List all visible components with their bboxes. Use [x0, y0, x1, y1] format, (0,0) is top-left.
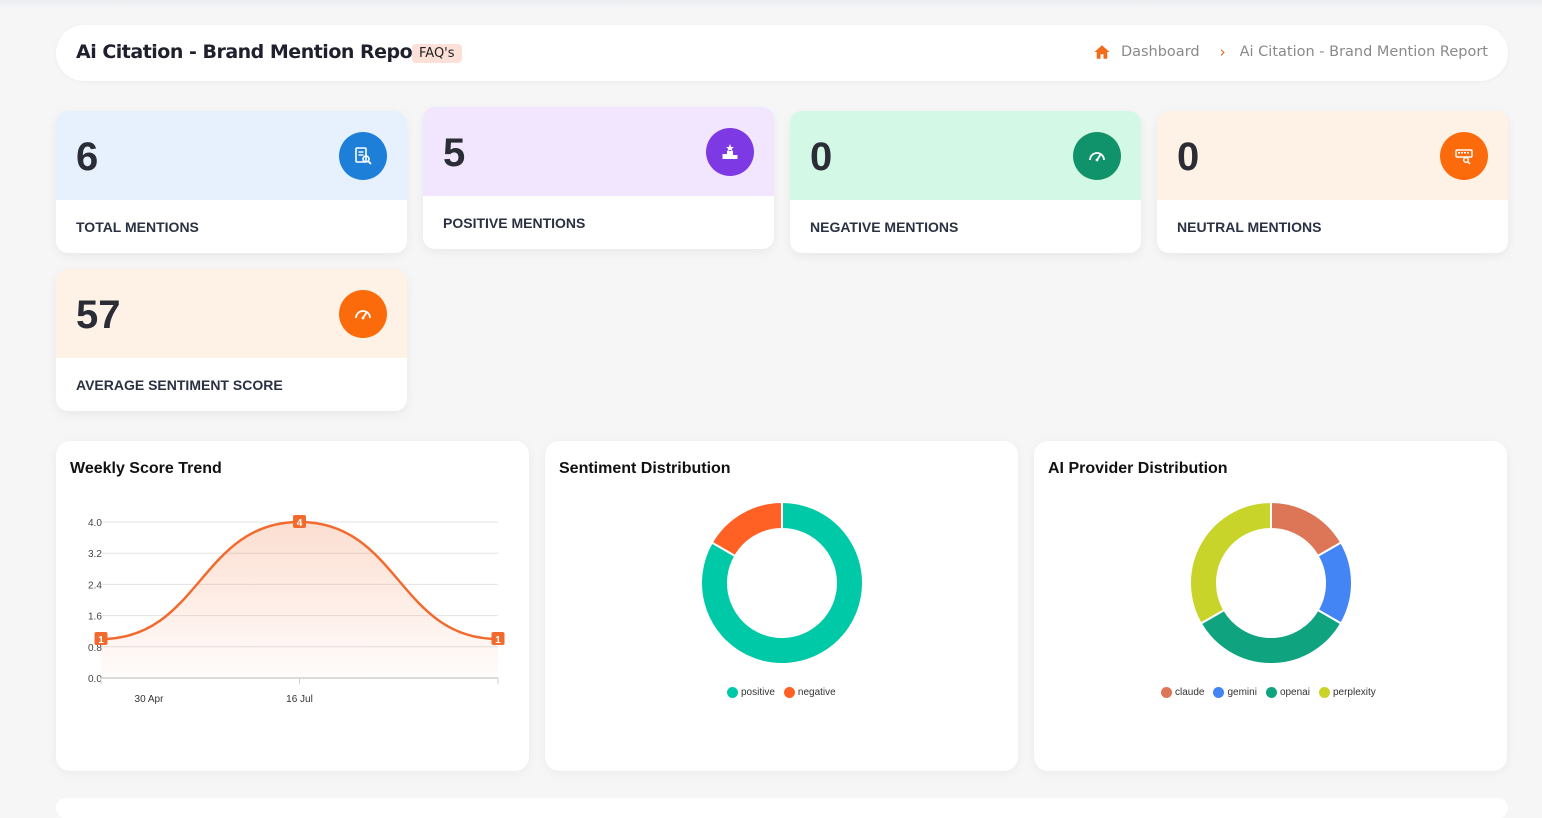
- legend-label: negative: [797, 687, 836, 698]
- data-label-box: [491, 632, 505, 645]
- data-label: 4: [297, 518, 303, 529]
- trend-area: [101, 522, 498, 678]
- weekly-score-trend-panel: Weekly Score Trend 0.0 0.8 1.6 2.4 3.2 4.0 30 …: [56, 441, 529, 771]
- legend-item-positive[interactable]: positive: [727, 687, 775, 698]
- x-tick-label: 30 Apr: [135, 694, 165, 705]
- legend-dot: [783, 687, 795, 698]
- breadcrumb-dashboard-link[interactable]: Dashboard: [1120, 44, 1200, 60]
- breadcrumb: Dashboard › Ai Citation - Brand Mention …: [1093, 43, 1488, 61]
- ai-provider-distribution-panel: AI Provider Distribution claude gemini ope…: [1034, 441, 1507, 771]
- data-label-box: [94, 632, 108, 645]
- y-tick-label: 4.0: [88, 518, 102, 529]
- gauge-icon: [339, 290, 387, 338]
- legend-item-gemini[interactable]: gemini: [1213, 687, 1257, 698]
- stat-value: 6: [76, 135, 99, 179]
- breadcrumb-current: Ai Citation - Brand Mention Report: [1239, 44, 1488, 60]
- legend-item-openai[interactable]: openai: [1265, 687, 1310, 698]
- stat-card-top: 0: [790, 111, 1141, 200]
- legend-item-claude[interactable]: claude: [1161, 687, 1204, 698]
- legend-label: openai: [1279, 687, 1310, 698]
- sentiment-distribution-panel: Sentiment Distribution positive negative: [545, 441, 1018, 771]
- top-shade: [0, 0, 1542, 10]
- legend-dot: [727, 687, 738, 698]
- sentiment-donut-chart: [700, 500, 864, 665]
- stat-card-positive-mentions: 5 POSITIVE MENTIONS: [423, 107, 774, 249]
- stat-value: 57: [76, 293, 121, 337]
- panel-title: Weekly Score Trend: [70, 460, 222, 477]
- legend-item-negative[interactable]: negative: [783, 687, 836, 698]
- donut-slice-negative: [710, 500, 783, 558]
- provider-legend: claude gemini openai perplexity: [1161, 687, 1385, 698]
- page-header: Ai Citation - Brand Mention Report FAQ's…: [56, 25, 1508, 81]
- legend-label: positive: [741, 687, 775, 698]
- provider-donut-chart: [1189, 500, 1353, 665]
- legend-label: claude: [1175, 687, 1205, 698]
- y-tick-label: 2.4: [88, 580, 102, 591]
- legend-dot: [1161, 687, 1172, 698]
- y-tick-label: 1.6: [88, 612, 102, 623]
- donut-slice-positive: [700, 500, 864, 665]
- data-label-box: [293, 515, 306, 528]
- y-tick-label: 0.8: [88, 643, 102, 654]
- stat-label: NEGATIVE MENTIONS: [810, 219, 959, 235]
- panel-title: AI Provider Distribution: [1048, 460, 1228, 477]
- donut-slice-perplexity: [1189, 500, 1272, 625]
- panel-title: Sentiment Distribution: [559, 460, 731, 477]
- stat-card-negative-mentions: 0 NEGATIVE MENTIONS: [790, 111, 1141, 253]
- stat-card-top: 57: [56, 269, 407, 358]
- stat-card-neutral-mentions: 0 NEUTRAL MENTIONS: [1157, 111, 1508, 253]
- stat-value: 0: [1177, 135, 1200, 179]
- legend-dot: [1318, 687, 1330, 698]
- legend-label: gemini: [1227, 687, 1257, 698]
- legend-dot: [1265, 687, 1277, 698]
- stat-card-top: 0: [1157, 111, 1508, 200]
- stat-label: POSITIVE MENTIONS: [443, 215, 586, 231]
- x-tick-label: 16 Jul: [286, 694, 313, 705]
- next-section-edge: [56, 798, 1508, 818]
- keyboard-search-icon: [1440, 132, 1488, 180]
- chevron-right-icon: ›: [1219, 43, 1226, 61]
- faq-button[interactable]: FAQ's: [412, 44, 462, 63]
- stat-card-top: 5: [423, 107, 774, 196]
- podium-icon: [706, 128, 754, 176]
- y-tick-label: 0.0: [88, 674, 102, 685]
- stat-label: TOTAL MENTIONS: [76, 219, 199, 235]
- stat-card-total-mentions: 6 TOTAL MENTIONS: [56, 111, 407, 253]
- page-title: Ai Citation - Brand Mention Report: [76, 41, 430, 63]
- home-icon[interactable]: [1093, 43, 1111, 61]
- y-tick-label: 3.2: [88, 549, 102, 560]
- data-label: 1: [495, 635, 501, 646]
- stat-card-average-sentiment-score: 57 AVERAGE SENTIMENT SCORE: [56, 269, 407, 411]
- data-label: 1: [98, 635, 104, 646]
- legend-item-perplexity[interactable]: perplexity: [1318, 687, 1376, 698]
- legend-dot: [1213, 687, 1225, 698]
- stat-value: 0: [810, 135, 833, 179]
- legend-label: perplexity: [1332, 687, 1376, 698]
- stat-card-top: 6: [56, 111, 407, 200]
- document-search-icon: [339, 132, 387, 180]
- donut-slice-openai: [1199, 608, 1343, 665]
- stat-label: AVERAGE SENTIMENT SCORE: [76, 377, 283, 393]
- stat-value: 5: [443, 131, 466, 175]
- donut-slice-gemini: [1316, 541, 1353, 625]
- stat-label: NEUTRAL MENTIONS: [1177, 219, 1322, 235]
- sentiment-legend: positive negative: [727, 687, 845, 698]
- gauge-icon: [1073, 132, 1121, 180]
- weekly-score-trend-chart: 0.0 0.8 1.6 2.4 3.2 4.0 30 Apr 16 Jul 1 4 1: [88, 515, 505, 705]
